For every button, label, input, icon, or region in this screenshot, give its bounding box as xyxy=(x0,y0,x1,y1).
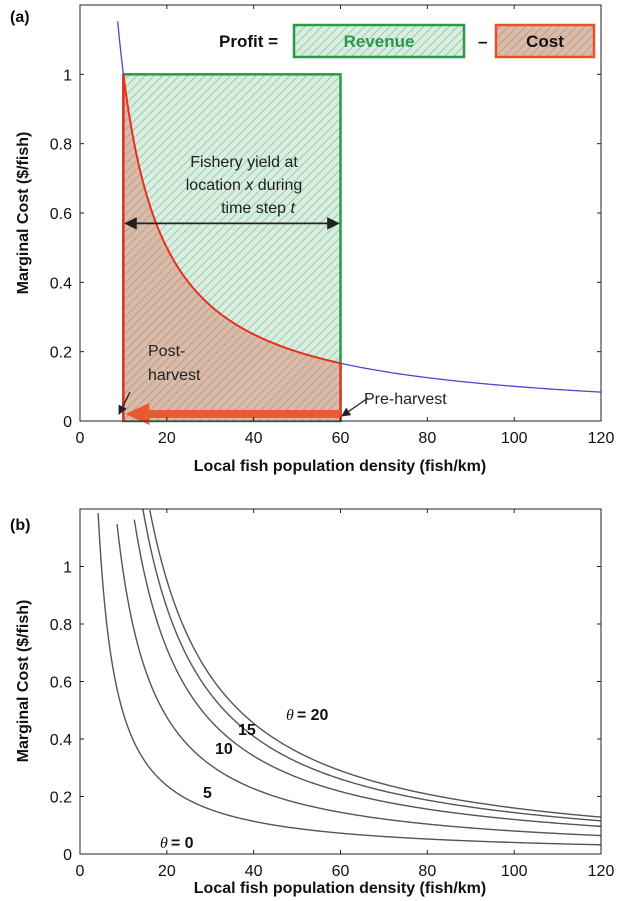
panel-b-curves xyxy=(97,509,602,846)
panel-a-x-tick-label: 20 xyxy=(158,430,176,447)
curve-label-10: 10 xyxy=(215,741,233,758)
curve-label-theta-0: θ = 0 xyxy=(160,835,194,852)
panel-b-x-tick-label: 80 xyxy=(418,863,436,880)
legend-revenue-box xyxy=(292,23,466,59)
panel-a-x-tick-label: 60 xyxy=(332,430,350,447)
panel-b-x-tick-label: 40 xyxy=(245,863,263,880)
panel-b-y-tick-label: 0.4 xyxy=(50,732,72,749)
panel-a-y-tick-label: 1 xyxy=(63,67,72,84)
panel-b-label: (b) xyxy=(10,517,30,534)
panel-b-y-axis-title: Marginal Cost ($/fish) xyxy=(15,600,32,763)
legend-cost-label: Cost xyxy=(526,32,564,51)
legend-minus: – xyxy=(478,32,487,51)
yield-annotation-line2: location x during xyxy=(186,177,303,194)
panel-b-ticks: 0 20 40 60 80 100 120 0 0.2 0.4 0.6 0.8 1 xyxy=(50,509,615,880)
panel-a-x-tick-label: 100 xyxy=(501,430,528,447)
yield-annotation-line3: time step t xyxy=(221,200,295,217)
panel-a-x-tick-label: 0 xyxy=(76,430,85,447)
panel-a-y-tick-label: 0.2 xyxy=(50,345,72,362)
panel-b-y-tick-label: 0.8 xyxy=(50,617,72,634)
cost-region xyxy=(123,74,341,421)
curve-label-5: 5 xyxy=(203,785,212,802)
panel-a-x-tick-label: 40 xyxy=(245,430,263,447)
panel-b: (b) θ = 0 5 10 15 θ = 20 0 20 40 60 80 100 12000… xyxy=(10,508,615,897)
panel-b-axes-frame xyxy=(79,508,602,855)
panel-b-x-tick-label: 0 xyxy=(76,863,85,880)
panel-b-x-tick-label: 120 xyxy=(588,863,615,880)
panel-a-y-tick-label: 0.8 xyxy=(50,137,72,154)
pre-harvest-pointer xyxy=(341,397,369,417)
curve-label-15: 15 xyxy=(238,722,256,739)
panel-b-y-tick-label: 0.2 xyxy=(50,790,72,807)
curve-theta-5 xyxy=(116,524,602,837)
panel-b-x-tick-label: 100 xyxy=(501,863,528,880)
profit-legend: Profit = Revenue – Cost xyxy=(219,23,596,59)
post-harvest-label-1: Post- xyxy=(148,343,185,360)
pre-harvest-label: Pre-harvest xyxy=(364,391,447,408)
panel-b-x-tick-label: 20 xyxy=(158,863,176,880)
legend-cost-box xyxy=(494,23,596,59)
legend-revenue-label: Revenue xyxy=(344,32,415,51)
panel-a: (a) Fishery yield at location x during t… xyxy=(10,4,615,475)
panel-b-x-tick-label: 60 xyxy=(332,863,350,880)
harvest-arrow xyxy=(125,403,341,425)
panel-a-y-tick-label: 0.6 xyxy=(50,206,72,223)
harvest-cost-curve xyxy=(122,74,341,365)
curve-theta-10 xyxy=(133,519,602,828)
panel-a-label: (a) xyxy=(10,9,30,26)
panel-b-x-axis-title: Local fish population density (fish/km) xyxy=(194,880,486,897)
panel-a-y-tick-label: 0 xyxy=(63,414,72,431)
curve-theta-15 xyxy=(142,509,602,822)
panel-a-y-axis-title: Marginal Cost ($/fish) xyxy=(15,132,32,295)
panel-b-y-tick-label: 1 xyxy=(63,560,72,577)
panel-a-x-axis-title: Local fish population density (fish/km) xyxy=(194,458,486,475)
panel-a-y-tick-label: 0.4 xyxy=(50,275,72,292)
curve-label-theta-20: θ = 20 xyxy=(286,707,329,724)
post-harvest-pointer xyxy=(118,391,131,415)
panel-a-x-tick-label: 120 xyxy=(588,430,615,447)
panel-b-y-tick-label: 0.6 xyxy=(50,675,72,692)
legend-profit-label: Profit = xyxy=(219,32,278,51)
panel-a-ticks: 0 20 40 60 80 100 120 0 0.2 0.4 0.6 0.8 1 xyxy=(50,5,615,447)
curve-theta-0 xyxy=(97,513,602,846)
panel-b-y-tick-label: 0 xyxy=(63,847,72,864)
yield-annotation-line1: Fishery yield at xyxy=(190,154,298,171)
panel-a-x-tick-label: 80 xyxy=(418,430,436,447)
curve-theta-20 xyxy=(149,509,602,818)
post-harvest-label-2: harvest xyxy=(148,367,201,384)
